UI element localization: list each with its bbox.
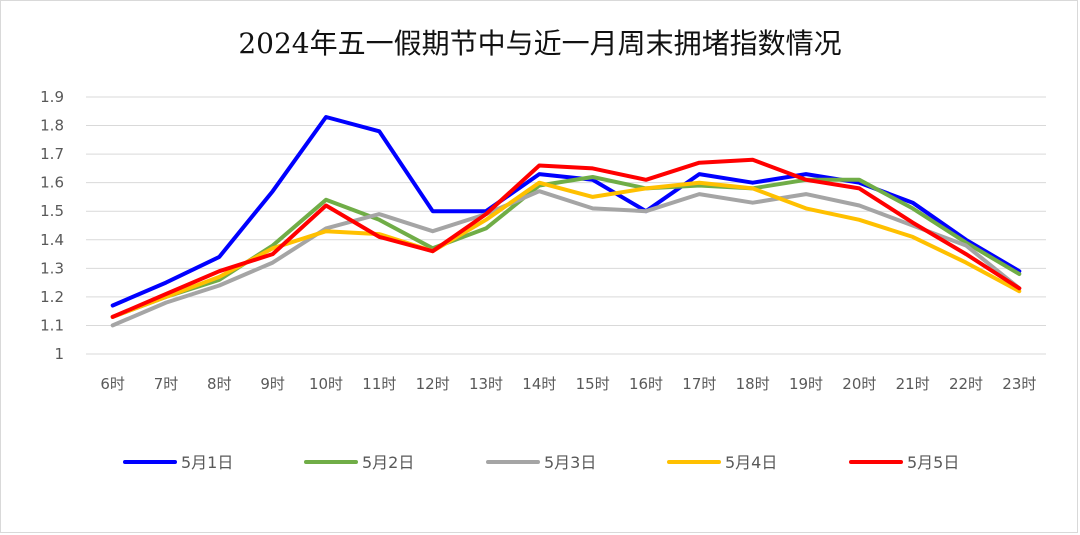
series-line-5 xyxy=(110,157,1022,319)
y-tick-label: 1.9 xyxy=(40,88,64,106)
x-tick-label: 23时 xyxy=(1002,375,1036,393)
series-lines xyxy=(110,115,1022,328)
x-tick-label: 9时 xyxy=(260,375,285,393)
x-tick-label: 11时 xyxy=(362,375,396,393)
x-tick-label: 12时 xyxy=(416,375,450,393)
x-tick-label: 17时 xyxy=(682,375,716,393)
x-tick-label: 6时 xyxy=(100,375,125,393)
y-tick-label: 1.1 xyxy=(40,316,64,334)
y-tick-label: 1.2 xyxy=(40,288,64,306)
legend-label: 5月2日 xyxy=(362,453,414,472)
x-tick-label: 13时 xyxy=(469,375,503,393)
x-tick-label: 10时 xyxy=(309,375,343,393)
x-tick-label: 22时 xyxy=(949,375,983,393)
y-tick-label: 1.6 xyxy=(40,174,64,192)
y-tick-label: 1.3 xyxy=(40,259,64,277)
y-tick-label: 1.7 xyxy=(40,145,64,163)
y-tick-label: 1.4 xyxy=(40,231,64,249)
gridlines xyxy=(86,96,1046,355)
x-tick-label: 19时 xyxy=(789,375,823,393)
series-line-4 xyxy=(110,180,1022,319)
legend-label: 5月5日 xyxy=(907,453,959,472)
legend-label: 5月4日 xyxy=(725,453,777,472)
series-line-3 xyxy=(110,189,1022,328)
y-tick-label: 1 xyxy=(54,345,64,363)
y-axis-ticks: 1 1.1 1.2 1.3 1.4 1.5 1.6 1.7 1.8 1.9 xyxy=(40,88,64,363)
legend-label: 5月3日 xyxy=(544,453,596,472)
x-axis-ticks: 6时 7时 8时 9时 10时 11时 12时 13时 14时 15时 16时 17时 18时 19时 20… xyxy=(100,375,1036,393)
x-tick-label: 8时 xyxy=(207,375,232,393)
legend: 5月1日 5月2日 5月3日 5月4日 5月5日 xyxy=(123,453,959,472)
x-tick-label: 16时 xyxy=(629,375,663,393)
x-tick-label: 18时 xyxy=(736,375,770,393)
x-tick-label: 21时 xyxy=(896,375,930,393)
legend-label: 5月1日 xyxy=(181,453,233,472)
y-tick-label: 1.5 xyxy=(40,202,64,220)
x-tick-label: 7时 xyxy=(154,375,179,393)
x-tick-label: 20时 xyxy=(842,375,876,393)
chart-title: 2024年五一假期节中与近一月周末拥堵指数情况 xyxy=(238,27,842,60)
y-tick-label: 1.8 xyxy=(40,117,64,135)
x-tick-label: 14时 xyxy=(522,375,556,393)
x-tick-label: 15时 xyxy=(576,375,610,393)
